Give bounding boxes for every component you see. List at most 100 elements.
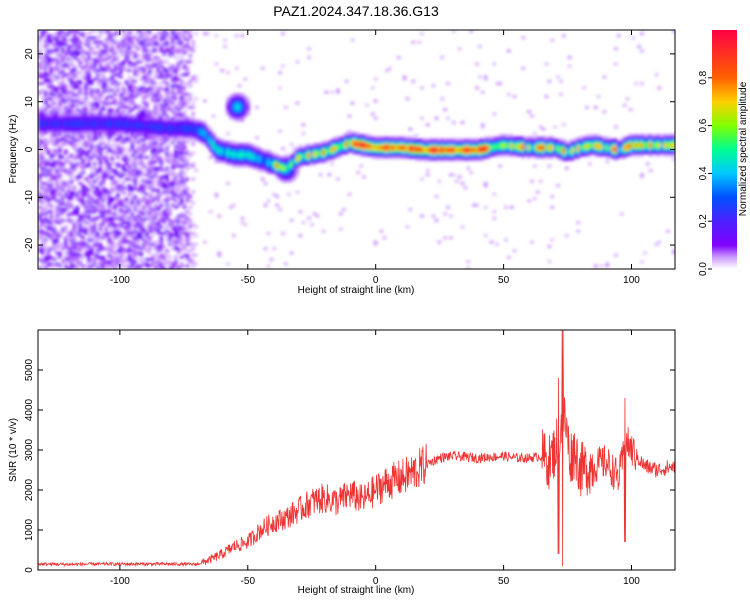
heatmap-cell xyxy=(229,110,233,114)
heatmap-cell xyxy=(139,229,143,233)
heatmap-cell xyxy=(52,129,56,133)
heatmap-cell xyxy=(171,190,175,194)
heatmap-cell xyxy=(110,45,114,48)
heatmap-cell xyxy=(150,125,155,129)
heatmap-cell xyxy=(266,164,271,168)
heatmap-cell xyxy=(75,121,80,125)
heatmap-cell xyxy=(130,166,135,170)
heatmap-cell xyxy=(298,151,303,155)
heatmap-cell xyxy=(136,134,140,138)
heatmap-cell xyxy=(130,101,135,105)
heatmap-cell xyxy=(148,169,152,172)
heatmap-cell xyxy=(55,205,59,209)
heatmap-cell xyxy=(472,156,476,159)
heatmap-cell xyxy=(124,121,129,125)
heatmap-cell xyxy=(449,151,453,155)
heatmap-cell xyxy=(434,151,439,155)
heatmap-cell xyxy=(75,232,80,235)
heatmap-cell xyxy=(191,264,195,268)
heatmap-cell xyxy=(194,125,198,129)
heatmap-cell xyxy=(399,145,404,148)
heatmap-cell xyxy=(171,101,175,105)
heatmap-cell xyxy=(153,119,158,122)
heatmap-cell xyxy=(133,203,138,207)
heatmap-cell xyxy=(234,97,239,101)
heatmap-cell xyxy=(64,264,68,268)
heatmap-cell xyxy=(156,66,161,70)
heatmap-cell xyxy=(509,153,514,157)
heatmap-cell xyxy=(55,43,59,46)
heatmap-cell xyxy=(113,90,117,94)
heatmap-cell xyxy=(90,129,94,133)
heatmap-cell xyxy=(107,249,111,253)
heatmap-cell xyxy=(107,245,111,248)
heatmap-cell xyxy=(145,199,149,203)
heatmap-cell xyxy=(362,147,366,151)
heatmap-cell xyxy=(333,136,337,140)
heatmap-cell xyxy=(43,221,48,224)
heatmap-cell xyxy=(55,151,59,155)
heatmap-cell xyxy=(171,116,175,120)
heatmap-cell xyxy=(64,64,68,68)
heatmap-cell xyxy=(205,132,210,135)
heatmap-cell xyxy=(58,245,62,248)
heatmap-cell xyxy=(40,121,45,125)
heatmap-cell xyxy=(110,219,114,222)
heatmap-cell xyxy=(69,212,74,216)
heatmap-cell xyxy=(220,140,224,144)
heatmap-cell xyxy=(84,132,88,135)
heatmap-cell xyxy=(136,71,140,75)
heatmap-cell xyxy=(121,34,126,38)
heatmap-cell xyxy=(234,110,239,114)
heatmap-cell xyxy=(55,210,59,214)
heatmap-cell xyxy=(150,234,155,238)
heatmap-cell xyxy=(289,156,294,159)
heatmap-cell xyxy=(460,156,465,159)
heatmap-cell xyxy=(159,212,164,216)
heatmap-cell xyxy=(148,242,152,246)
heatmap-cell xyxy=(55,112,59,116)
heatmap-cell xyxy=(185,140,190,144)
heatmap-cell xyxy=(101,116,106,120)
heatmap-cell xyxy=(330,138,334,142)
heatmap-cell xyxy=(61,62,65,66)
heatmap-cell xyxy=(165,60,169,64)
heatmap-cell xyxy=(321,153,326,157)
heatmap-cell xyxy=(179,79,184,83)
heatmap-cell xyxy=(75,255,80,259)
heatmap-cell xyxy=(81,242,85,246)
heatmap-cell xyxy=(61,142,65,146)
heatmap-cell xyxy=(220,156,224,159)
heatmap-cell xyxy=(55,88,59,92)
heatmap-cell xyxy=(110,49,114,53)
heatmap-cell xyxy=(84,232,88,235)
heatmap-cell xyxy=(43,40,48,44)
heatmap-cell xyxy=(133,86,138,90)
heatmap-cell xyxy=(185,129,190,133)
heatmap-cell xyxy=(49,177,54,181)
heatmap-cell xyxy=(136,47,140,51)
heatmap-cell xyxy=(113,142,117,146)
heatmap-cell xyxy=(40,97,45,101)
heatmap-cell xyxy=(93,136,97,140)
heatmap-cell xyxy=(394,142,398,146)
heatmap-cell xyxy=(287,158,291,161)
heatmap-cell xyxy=(93,238,97,242)
heatmap-cell xyxy=(174,234,178,238)
heatmap-cell xyxy=(226,182,230,185)
heatmap-cell xyxy=(321,142,326,146)
heatmap-cell xyxy=(75,116,80,120)
heatmap-cell xyxy=(55,36,59,40)
heatmap-cell xyxy=(113,173,117,177)
heatmap-cell xyxy=(174,86,178,90)
heatmap-cell xyxy=(95,93,100,96)
heatmap-cell xyxy=(49,121,54,125)
heatmap-cell xyxy=(150,88,155,92)
heatmap-cell xyxy=(66,121,71,125)
heatmap-cell xyxy=(232,112,236,116)
heatmap-cell xyxy=(417,147,421,151)
heatmap-cell xyxy=(475,203,479,207)
heatmap-cell xyxy=(130,51,135,55)
heatmap-cell xyxy=(124,221,129,224)
heatmap-cell xyxy=(93,51,97,55)
